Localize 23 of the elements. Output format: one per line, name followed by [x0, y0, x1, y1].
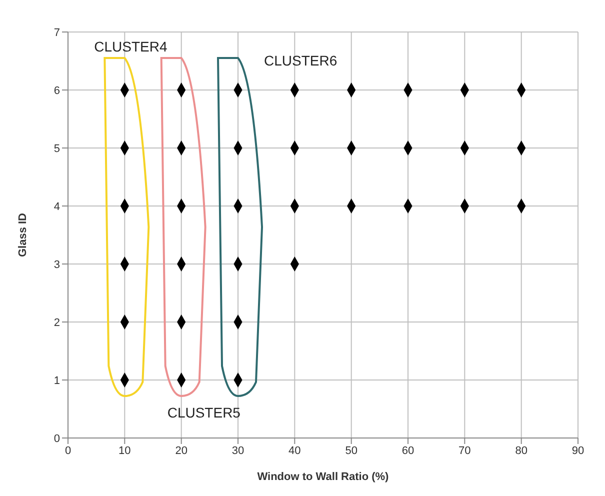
x-tick-label: 50: [345, 444, 358, 457]
annotation: CLUSTER5: [167, 404, 241, 421]
x-tick-label: 0: [64, 444, 72, 457]
x-tick-label: 40: [288, 444, 301, 457]
x-tick-label: 60: [402, 444, 414, 457]
x-tick-label: 70: [458, 444, 471, 457]
x-tick-label: 90: [572, 444, 584, 457]
x-tick-label: 80: [515, 444, 528, 457]
x-axis-title: Window to Wall Ratio (%): [257, 471, 390, 483]
y-tick-label: 6: [54, 84, 60, 97]
x-tick-label: 10: [118, 444, 131, 457]
y-axis-title: Glass ID: [16, 212, 29, 258]
y-tick-label: 2: [54, 316, 60, 329]
annotation: CLUSTER6: [264, 52, 338, 69]
y-tick-label: 7: [54, 26, 60, 39]
y-tick-label: 1: [54, 374, 60, 387]
y-tick-label: 3: [54, 258, 60, 271]
y-tick-label: 0: [54, 432, 60, 445]
y-tick-label: 4: [54, 200, 60, 213]
x-tick-label: 30: [232, 444, 244, 457]
annotation: CLUSTER4: [94, 38, 168, 55]
x-tick-label: 20: [175, 444, 188, 457]
y-tick-label: 5: [54, 142, 60, 155]
